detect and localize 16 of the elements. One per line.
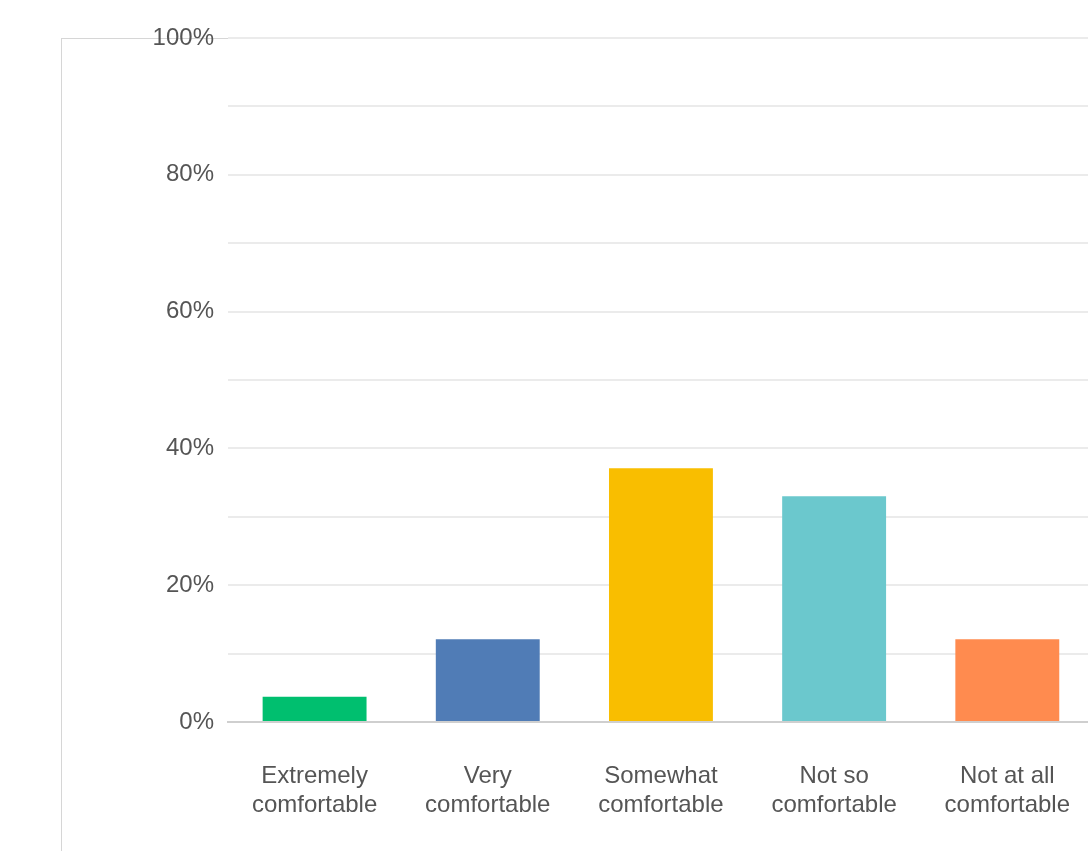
x-tick-label: Very comfortable [425,761,551,817]
y-tick-label: 0% [179,706,214,734]
y-tick-label: 20% [165,569,214,597]
bar [262,696,367,721]
x-tick-label: Not so comfortable [771,761,897,817]
y-tick-label: 40% [165,433,214,461]
y-tick-label: 100% [152,22,214,50]
y-tick-label: 80% [165,159,214,187]
x-tick-label: Not at all comfortable [944,761,1070,817]
x-tick-label: Somewhat comfortable [598,761,724,817]
bar [435,639,540,721]
bar [608,468,713,721]
y-tick-label: 60% [165,296,214,324]
x-tick-label: Extremely comfortable [251,761,378,817]
bar [955,639,1060,721]
bar [782,496,887,721]
